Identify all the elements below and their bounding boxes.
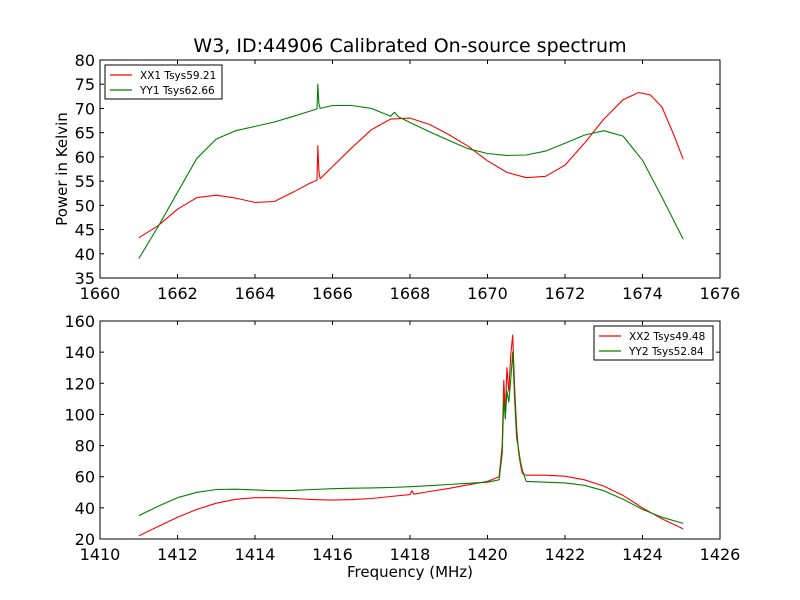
y-tick-label-1-4: 100 (64, 405, 95, 424)
x-tick-label-0-7: 1674 (622, 284, 663, 303)
y-tick-label-1-0: 20 (75, 530, 95, 549)
x-tick-label-0-2: 1664 (235, 284, 276, 303)
x-tick-label-0-8: 1676 (700, 284, 741, 303)
x-tick-label-0-1: 1662 (157, 284, 198, 303)
x-tick-label-1-2: 1414 (235, 545, 276, 564)
series-line-0-1 (138, 83, 684, 259)
x-tick-label-1-6: 1422 (545, 545, 586, 564)
series-line-0-0 (138, 91, 684, 239)
series-line-1-1 (138, 351, 684, 524)
y-axis-label-0: Power in Kelvin (53, 112, 71, 226)
y-tick-label-1-7: 160 (64, 312, 95, 331)
y-tick-label-0-1: 40 (75, 245, 95, 264)
legend-label-0-0: XX1 Tsys59.21 (140, 70, 216, 82)
y-tick-label-0-8: 75 (75, 75, 95, 94)
x-axis-label-1: Frequency (MHz) (347, 563, 473, 581)
y-tick-label-1-1: 40 (75, 499, 95, 518)
x-tick-label-1-5: 1420 (467, 545, 508, 564)
legend-1: XX2 Tsys49.48 YY2 Tsys52.84 (593, 325, 714, 361)
chart-title: W3, ID:44906 Calibrated On-source spectr… (193, 35, 626, 57)
x-tick-label-0-3: 1666 (312, 284, 353, 303)
legend-box-1 (593, 325, 714, 361)
x-tick-label-1-1: 1412 (157, 545, 198, 564)
y-tick-label-0-7: 70 (75, 99, 95, 118)
y-tick-label-0-2: 45 (75, 221, 95, 240)
x-tick-label-1-4: 1418 (390, 545, 431, 564)
y-tick-label-0-6: 65 (75, 124, 95, 143)
x-tick-label-1-0: 1410 (80, 545, 121, 564)
legend-box-0 (104, 64, 223, 100)
x-tick-label-1-8: 1426 (700, 545, 741, 564)
x-tick-label-1-3: 1416 (312, 545, 353, 564)
y-tick-label-1-6: 140 (64, 343, 95, 362)
y-tick-label-1-5: 120 (64, 374, 95, 393)
y-tick-label-0-4: 55 (75, 172, 95, 191)
x-tick-label-0-5: 1670 (467, 284, 508, 303)
y-tick-label-0-0: 35 (75, 269, 95, 288)
legend-0: XX1 Tsys59.21 YY1 Tsys62.66 (104, 64, 223, 100)
x-tick-label-0-0: 1660 (80, 284, 121, 303)
top-spectrum-panel: 1660 1662 1664 1666 1668 1670 1672 1674 1676 35 40… (53, 51, 740, 303)
legend-label-0-1: YY1 Tsys62.66 (139, 85, 215, 97)
y-tick-label-1-3: 80 (75, 437, 95, 456)
y-tick-label-0-9: 80 (75, 51, 95, 70)
x-tick-label-0-4: 1668 (390, 284, 431, 303)
legend-label-1-1: YY2 Tsys52.84 (628, 346, 704, 358)
x-tick-label-0-6: 1672 (545, 284, 586, 303)
x-tick-label-1-7: 1424 (622, 545, 663, 564)
bottom-spectrum-panel: 1410 1412 1414 1416 1418 1420 1422 1424 1426 20 40… (64, 312, 740, 581)
y-tick-label-0-3: 50 (75, 196, 95, 215)
legend-label-1-0: XX2 Tsys49.48 (629, 331, 705, 343)
y-tick-label-0-5: 60 (75, 148, 95, 167)
y-tick-label-1-2: 60 (75, 468, 95, 487)
